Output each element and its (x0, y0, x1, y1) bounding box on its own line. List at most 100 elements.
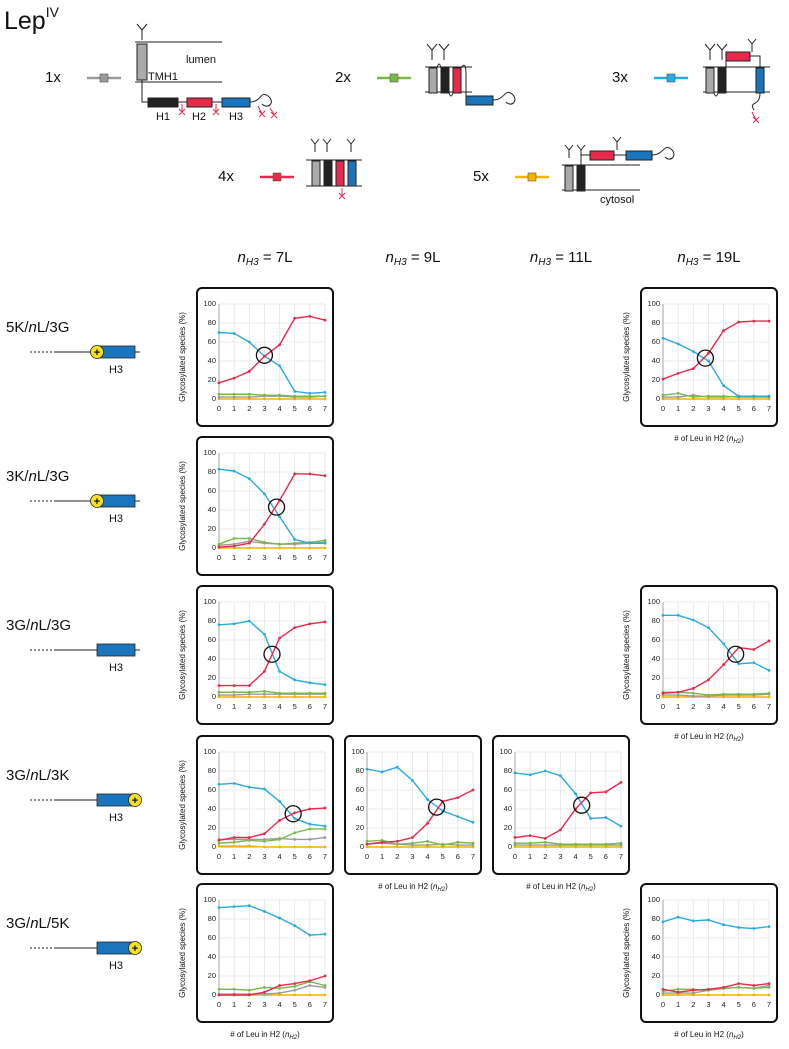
x-tick-label: 3 (262, 852, 266, 861)
legend-label: 2x (335, 69, 351, 86)
column-text: = 19L (699, 249, 741, 266)
series-point (426, 843, 429, 847)
series-point (308, 993, 312, 997)
series-point (217, 841, 221, 845)
series-point (513, 771, 517, 775)
h3-label: H3 (229, 111, 243, 123)
series-point (365, 839, 369, 843)
series-line (662, 337, 769, 397)
series-line (219, 393, 325, 397)
column-var: n (386, 249, 394, 266)
series-point (691, 988, 695, 992)
series-point (559, 842, 562, 846)
y-tick-label: 0 (656, 394, 660, 403)
series-line (515, 841, 622, 845)
series-point (456, 840, 460, 844)
series-line (218, 468, 325, 544)
charge-sign: + (94, 496, 100, 508)
series-point (528, 773, 532, 777)
y-tick-label: 20 (652, 375, 660, 384)
series-point (559, 774, 562, 778)
series-point (676, 990, 680, 994)
series-point (293, 924, 297, 928)
y-tick-label: 60 (208, 635, 216, 644)
crossover-circle (267, 498, 286, 516)
x-label-sub: H2 (733, 737, 741, 743)
x-label-close: ) (445, 882, 448, 891)
y-tick-label: 100 (203, 895, 216, 904)
series-point (604, 842, 608, 846)
x-label-sub: H2 (437, 887, 445, 893)
series-point (722, 986, 725, 989)
series-point (619, 824, 623, 828)
series-point (263, 397, 266, 401)
series-point (574, 842, 577, 846)
series-point (691, 694, 695, 698)
row-label: 3G/nL/3G (6, 617, 71, 634)
charge-sign: + (132, 943, 138, 955)
row-label-n: n (30, 767, 38, 784)
x-tick-label: 5 (737, 1000, 741, 1009)
y-tick-label: 80 (356, 766, 364, 775)
y-tick-label: 20 (208, 823, 216, 832)
series-point (619, 781, 623, 784)
row-label-b: L/3G (37, 319, 70, 336)
series-point (737, 986, 741, 989)
x-tick-label: 0 (217, 553, 221, 562)
series-point (232, 469, 236, 473)
x-tick-label: 7 (619, 852, 623, 861)
series-point (691, 395, 695, 399)
x-label-text: # of Leu in H2 ( (674, 732, 729, 741)
series-point (232, 376, 236, 380)
x-tick-label: 2 (691, 404, 695, 413)
figure-title: LepIV (4, 4, 60, 35)
series-point (323, 836, 327, 839)
series-point (543, 843, 547, 847)
crossover-circle (284, 805, 302, 823)
x-tick-label: 2 (691, 702, 695, 711)
row-label-n: n (30, 617, 38, 634)
series-point (278, 669, 281, 673)
x-tick-label: 5 (293, 404, 297, 413)
series-point (247, 988, 251, 992)
row-label-b: L/3K (39, 767, 70, 784)
legend-label: 1x (45, 69, 61, 86)
series-point (217, 987, 221, 991)
series-point (263, 689, 266, 693)
series-point (676, 693, 680, 697)
chart-panel: 0 20 40 60 80 100 0 1 2 3 4 5 6 7 Glycosylated species… (622, 287, 778, 445)
series-line (218, 904, 326, 936)
topology-5x (562, 136, 675, 192)
series-point (661, 920, 665, 924)
series-point (217, 395, 221, 399)
series-point (722, 642, 725, 646)
column-sub: H3 (686, 257, 699, 268)
series-point (380, 840, 384, 844)
series-point (293, 541, 297, 545)
series-point (217, 623, 221, 627)
x-tick-label: 1 (676, 1000, 680, 1009)
series-point (217, 684, 221, 687)
x-tick-label: 7 (767, 404, 771, 413)
series-point (323, 394, 327, 398)
x-tick-label: 2 (543, 852, 547, 861)
y-axis-label: Glycosylated species (%) (178, 760, 187, 850)
y-tick-label: 60 (356, 785, 364, 794)
y-tick-label: 80 (208, 467, 216, 476)
x-tick-label: 2 (247, 702, 251, 711)
series-point (426, 821, 429, 825)
series-point (661, 377, 665, 381)
series-point (278, 845, 281, 849)
h2-label: H2 (192, 111, 206, 123)
charge-sign: + (94, 347, 100, 359)
series-line (662, 320, 769, 380)
series-point (308, 827, 312, 831)
series-point (293, 811, 297, 815)
x-tick-label: 6 (604, 852, 608, 861)
series-point (619, 841, 623, 845)
series-point (308, 391, 312, 395)
x-tick-label: 0 (365, 852, 369, 861)
crossover-circle (255, 346, 274, 364)
series-line (219, 836, 326, 841)
x-tick-label: 2 (395, 852, 399, 861)
